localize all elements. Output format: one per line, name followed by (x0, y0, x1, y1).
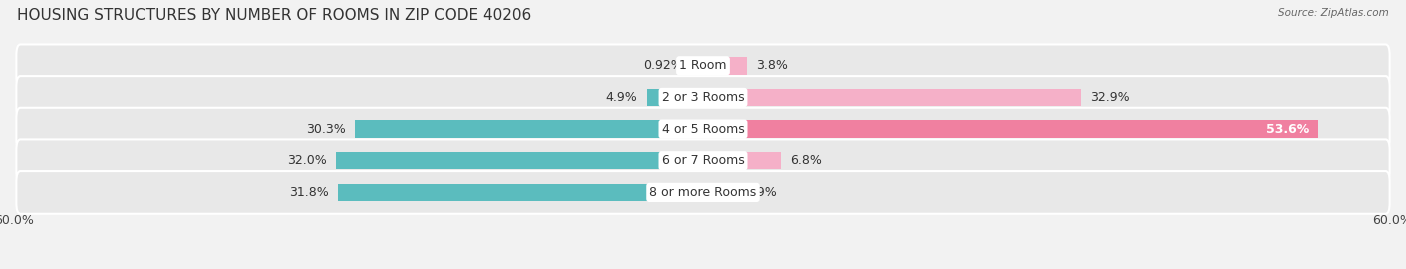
Text: 8 or more Rooms: 8 or more Rooms (650, 186, 756, 199)
Bar (703, 152, 782, 169)
Text: 30.3%: 30.3% (307, 123, 346, 136)
Text: 0.92%: 0.92% (644, 59, 683, 72)
FancyBboxPatch shape (17, 139, 1389, 182)
Text: 6 or 7 Rooms: 6 or 7 Rooms (662, 154, 744, 167)
Bar (337, 184, 703, 201)
Text: 2.9%: 2.9% (745, 186, 778, 199)
Text: 6.8%: 6.8% (790, 154, 823, 167)
FancyBboxPatch shape (17, 108, 1389, 150)
Text: 1 Room: 1 Room (679, 59, 727, 72)
FancyBboxPatch shape (17, 44, 1389, 87)
Text: 32.9%: 32.9% (1090, 91, 1129, 104)
Text: 3.8%: 3.8% (756, 59, 787, 72)
Bar (703, 57, 747, 75)
FancyBboxPatch shape (17, 76, 1389, 119)
Text: 31.8%: 31.8% (288, 186, 329, 199)
Bar (703, 89, 1081, 106)
Bar (647, 89, 703, 106)
Text: 4.9%: 4.9% (606, 91, 637, 104)
Bar (703, 184, 737, 201)
Text: HOUSING STRUCTURES BY NUMBER OF ROOMS IN ZIP CODE 40206: HOUSING STRUCTURES BY NUMBER OF ROOMS IN… (17, 8, 531, 23)
Text: 32.0%: 32.0% (287, 154, 326, 167)
Text: 53.6%: 53.6% (1265, 123, 1309, 136)
Bar (356, 121, 703, 138)
FancyBboxPatch shape (17, 171, 1389, 214)
Text: 2 or 3 Rooms: 2 or 3 Rooms (662, 91, 744, 104)
Text: 4 or 5 Rooms: 4 or 5 Rooms (662, 123, 744, 136)
Bar (692, 57, 703, 75)
Bar (336, 152, 703, 169)
Text: Source: ZipAtlas.com: Source: ZipAtlas.com (1278, 8, 1389, 18)
Bar (703, 121, 1319, 138)
